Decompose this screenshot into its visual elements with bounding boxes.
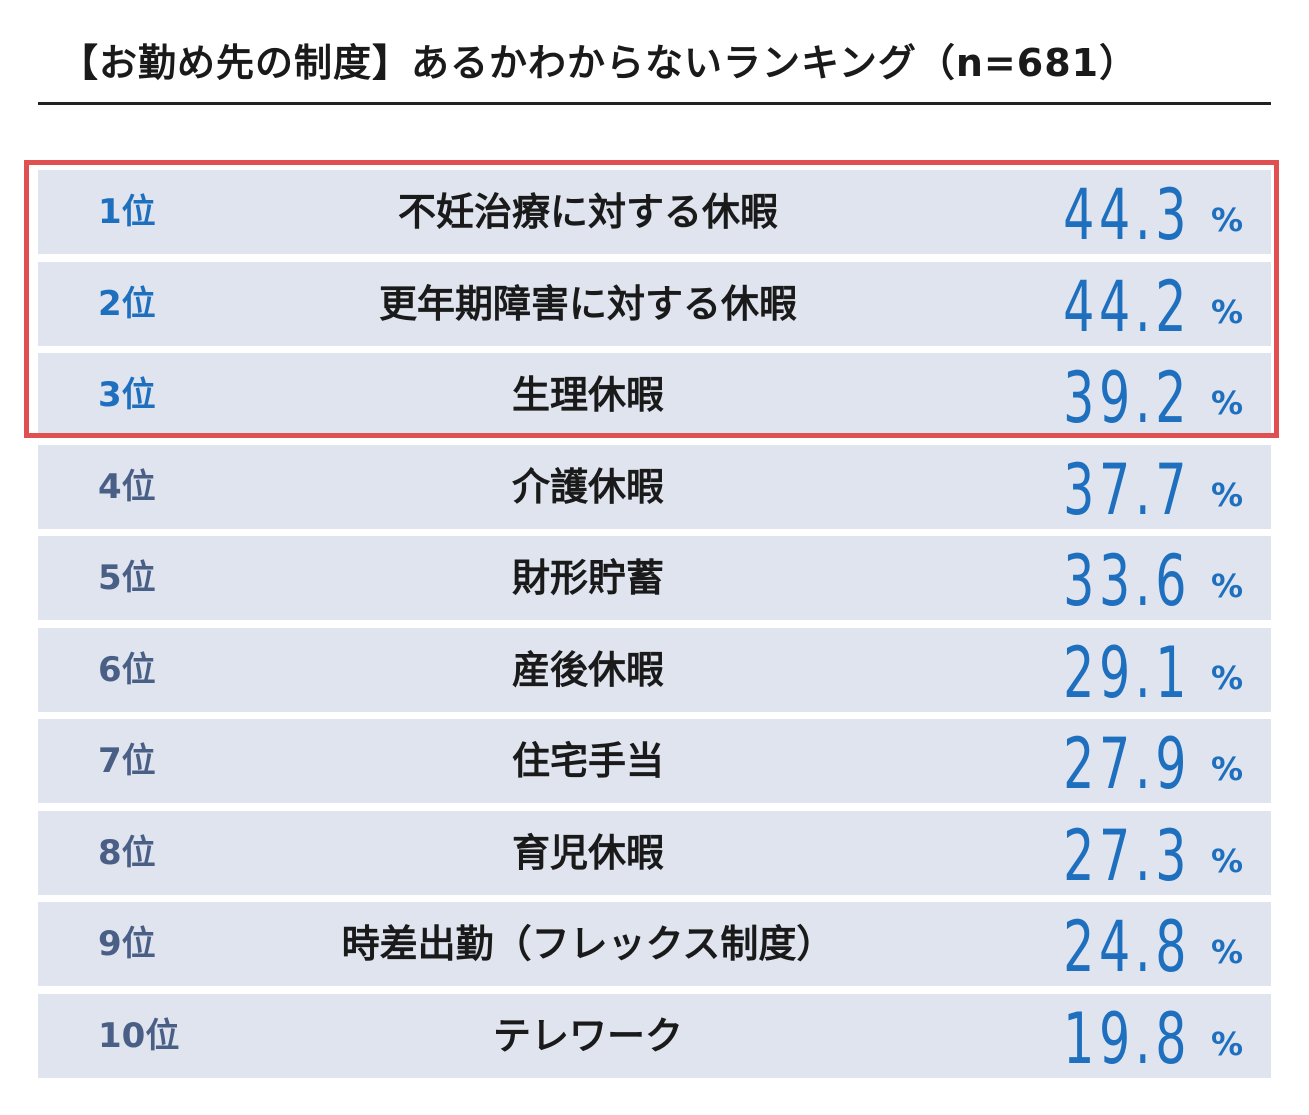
- rank-label: 10位: [98, 1015, 180, 1056]
- item-label: 時差出勤（フレックス制度）: [341, 922, 835, 966]
- item-label: 更年期障害に対する休暇: [378, 281, 797, 326]
- ranking-row: 10位 テレワーク 19.8%: [38, 993, 1271, 1080]
- percent-value: 37.7: [1062, 448, 1191, 531]
- percent-unit: %: [1210, 384, 1243, 422]
- percent-unit: %: [1210, 475, 1243, 514]
- ranking-row: 3位 生理休暇 39.2%: [38, 353, 1271, 439]
- rank-label: 5位: [98, 558, 156, 598]
- top3-highlight-box: [24, 160, 1279, 438]
- ranking-row: 6位 産後休暇 29.1%: [38, 627, 1271, 714]
- ranking-row: 2位 更年期障害に対する休暇 44.2%: [38, 261, 1271, 348]
- percent-value: 27.9: [1062, 723, 1191, 805]
- item-label: 財形貯蓄: [511, 556, 664, 600]
- percent-unit: %: [1210, 750, 1243, 788]
- ranking-table: 1位 不妊治療に対する休暇 44.3% 2位 更年期障害に対する休暇 44.2% 3位 生理休…: [38, 170, 1271, 1085]
- item-label: 産後休暇: [511, 647, 664, 692]
- item-label: テレワーク: [492, 1013, 683, 1058]
- percent-value: 44.2: [1062, 265, 1191, 348]
- percent-unit: %: [1210, 292, 1243, 331]
- ranking-row: 7位 住宅手当 27.9%: [38, 719, 1271, 805]
- item-label: 住宅手当: [511, 739, 664, 783]
- percent-unit: %: [1210, 567, 1243, 605]
- percent-unit: %: [1210, 933, 1243, 971]
- rank-label: 2位: [98, 283, 156, 324]
- rank-label: 7位: [98, 741, 156, 781]
- rank-label: 4位: [98, 466, 156, 507]
- percent-value: 39.2: [1062, 357, 1191, 439]
- ranking-row: 5位 財形貯蓄 33.6%: [38, 536, 1271, 622]
- percent-value: 27.3: [1062, 814, 1191, 897]
- ranking-row: 8位 育児休暇 27.3%: [38, 810, 1271, 897]
- title-underline: [38, 102, 1271, 105]
- chart-title: 【お勤め先の制度】あるかわからないランキング（n=681）: [60, 41, 1139, 85]
- item-label: 生理休暇: [511, 373, 664, 417]
- percent-unit: %: [1210, 841, 1243, 880]
- percent-value: 33.6: [1062, 540, 1191, 622]
- ranking-row: 1位 不妊治療に対する休暇 44.3%: [38, 170, 1271, 256]
- percent-value: 44.3: [1062, 174, 1191, 256]
- ranking-row: 9位 時差出勤（フレックス制度） 24.8%: [38, 902, 1271, 988]
- item-label: 育児休暇: [511, 830, 664, 875]
- item-label: 介護休暇: [511, 464, 664, 509]
- rank-label: 9位: [98, 924, 156, 964]
- rank-label: 1位: [98, 192, 156, 232]
- rank-label: 3位: [98, 375, 156, 415]
- rank-label: 8位: [98, 832, 156, 873]
- percent-unit: %: [1210, 658, 1243, 697]
- ranking-row: 4位 介護休暇 37.7%: [38, 444, 1271, 531]
- percent-unit: %: [1210, 201, 1243, 239]
- percent-value: 19.8: [1062, 997, 1191, 1080]
- rank-label: 6位: [98, 649, 156, 690]
- item-label: 不妊治療に対する休暇: [397, 190, 778, 234]
- percent-value: 29.1: [1062, 631, 1191, 714]
- percent-unit: %: [1210, 1024, 1243, 1063]
- percent-value: 24.8: [1062, 906, 1191, 988]
